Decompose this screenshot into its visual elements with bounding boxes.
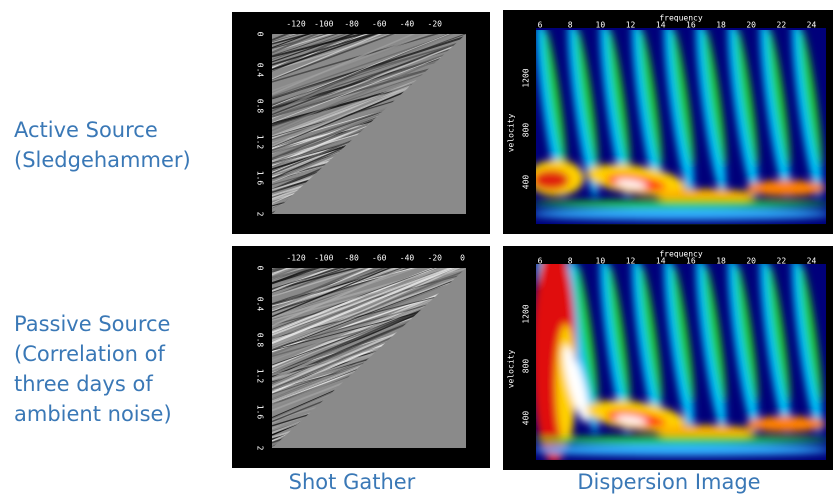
y-tick-label: 0.8 (256, 333, 265, 348)
side-label: Active Source (14, 118, 158, 142)
side-label: Passive Source (14, 312, 170, 336)
x-tick-label: 18 (716, 21, 726, 30)
x-tick-label: 24 (807, 21, 817, 30)
x-tick-label: -80 (344, 254, 359, 263)
x-tick-label: 8 (568, 21, 573, 30)
energy (531, 200, 831, 208)
x-tick-label: -60 (372, 20, 387, 29)
x-tick-label: 20 (746, 257, 756, 266)
side-label: (Sledgehammer) (14, 148, 191, 172)
x-tick-label: -120 (286, 254, 305, 263)
x-tick-label: -120 (286, 20, 305, 29)
slide: Active Source (Sledgehammer) Passive Sourc… (0, 0, 837, 496)
energy (531, 444, 831, 456)
y-tick-label: 1.2 (256, 135, 265, 150)
footer-label: Shot Gather (289, 470, 416, 494)
x-tick-label: -100 (314, 20, 333, 29)
y-tick-label: 1.2 (256, 369, 265, 384)
x-tick-label: 8 (568, 257, 573, 266)
y-tick-label: 0 (256, 266, 265, 271)
x-tick-label: 12 (626, 257, 636, 266)
x-tick-label: 10 (596, 21, 606, 30)
y-tick-label: 800 (522, 359, 531, 374)
y-tick-label: 0.8 (256, 99, 265, 114)
side-label: ambient noise) (14, 402, 172, 426)
y-tick-label: 1200 (522, 68, 531, 87)
x-tick-label: -100 (314, 254, 333, 263)
energy (533, 170, 569, 190)
side-label: (Correlation of (14, 342, 166, 366)
x-tick-label: 18 (716, 257, 726, 266)
y-tick-label: 2 (256, 212, 265, 217)
x-tick-label: -20 (428, 254, 443, 263)
x-tick-label: 16 (686, 21, 696, 30)
x-tick-label: -40 (400, 20, 415, 29)
y-tick-label: 2 (256, 446, 265, 451)
x-tick-label: 14 (656, 257, 666, 266)
y-tick-label: 400 (522, 175, 531, 190)
y-tick-label: 800 (522, 123, 531, 138)
x-tick-label: -80 (344, 20, 359, 29)
x-axis-label: frequency (659, 250, 703, 259)
energy (531, 436, 831, 444)
x-tick-label: 22 (777, 21, 787, 30)
y-tick-label: 1.6 (256, 171, 265, 186)
y-tick-label: 0.4 (256, 297, 265, 312)
x-tick-label: 16 (686, 257, 696, 266)
x-tick-label: -20 (428, 20, 443, 29)
x-tick-label: 10 (596, 257, 606, 266)
side-label: three days of (14, 372, 153, 396)
energy (746, 416, 826, 432)
y-tick-label: 0.4 (256, 63, 265, 78)
x-tick-label: -60 (372, 254, 387, 263)
x-tick-label: -40 (400, 254, 415, 263)
x-tick-label: 6 (538, 21, 543, 30)
y-tick-label: 400 (522, 411, 531, 426)
x-tick-label: 0 (460, 254, 465, 263)
y-tick-label: 1.6 (256, 405, 265, 420)
y-axis-label: velocity (507, 350, 516, 389)
energy (531, 208, 831, 220)
footer-label: Dispersion Image (577, 470, 760, 494)
x-tick-label: 20 (746, 21, 756, 30)
x-tick-label: 22 (777, 257, 787, 266)
y-axis-label: velocity (507, 114, 516, 153)
x-axis-label: frequency (659, 14, 703, 23)
y-tick-label: 0 (256, 32, 265, 37)
x-tick-label: 12 (626, 21, 636, 30)
y-tick-label: 1200 (522, 304, 531, 323)
x-tick-label: 24 (807, 257, 817, 266)
x-tick-label: 14 (656, 21, 666, 30)
energy (746, 180, 826, 196)
x-tick-label: 6 (538, 257, 543, 266)
